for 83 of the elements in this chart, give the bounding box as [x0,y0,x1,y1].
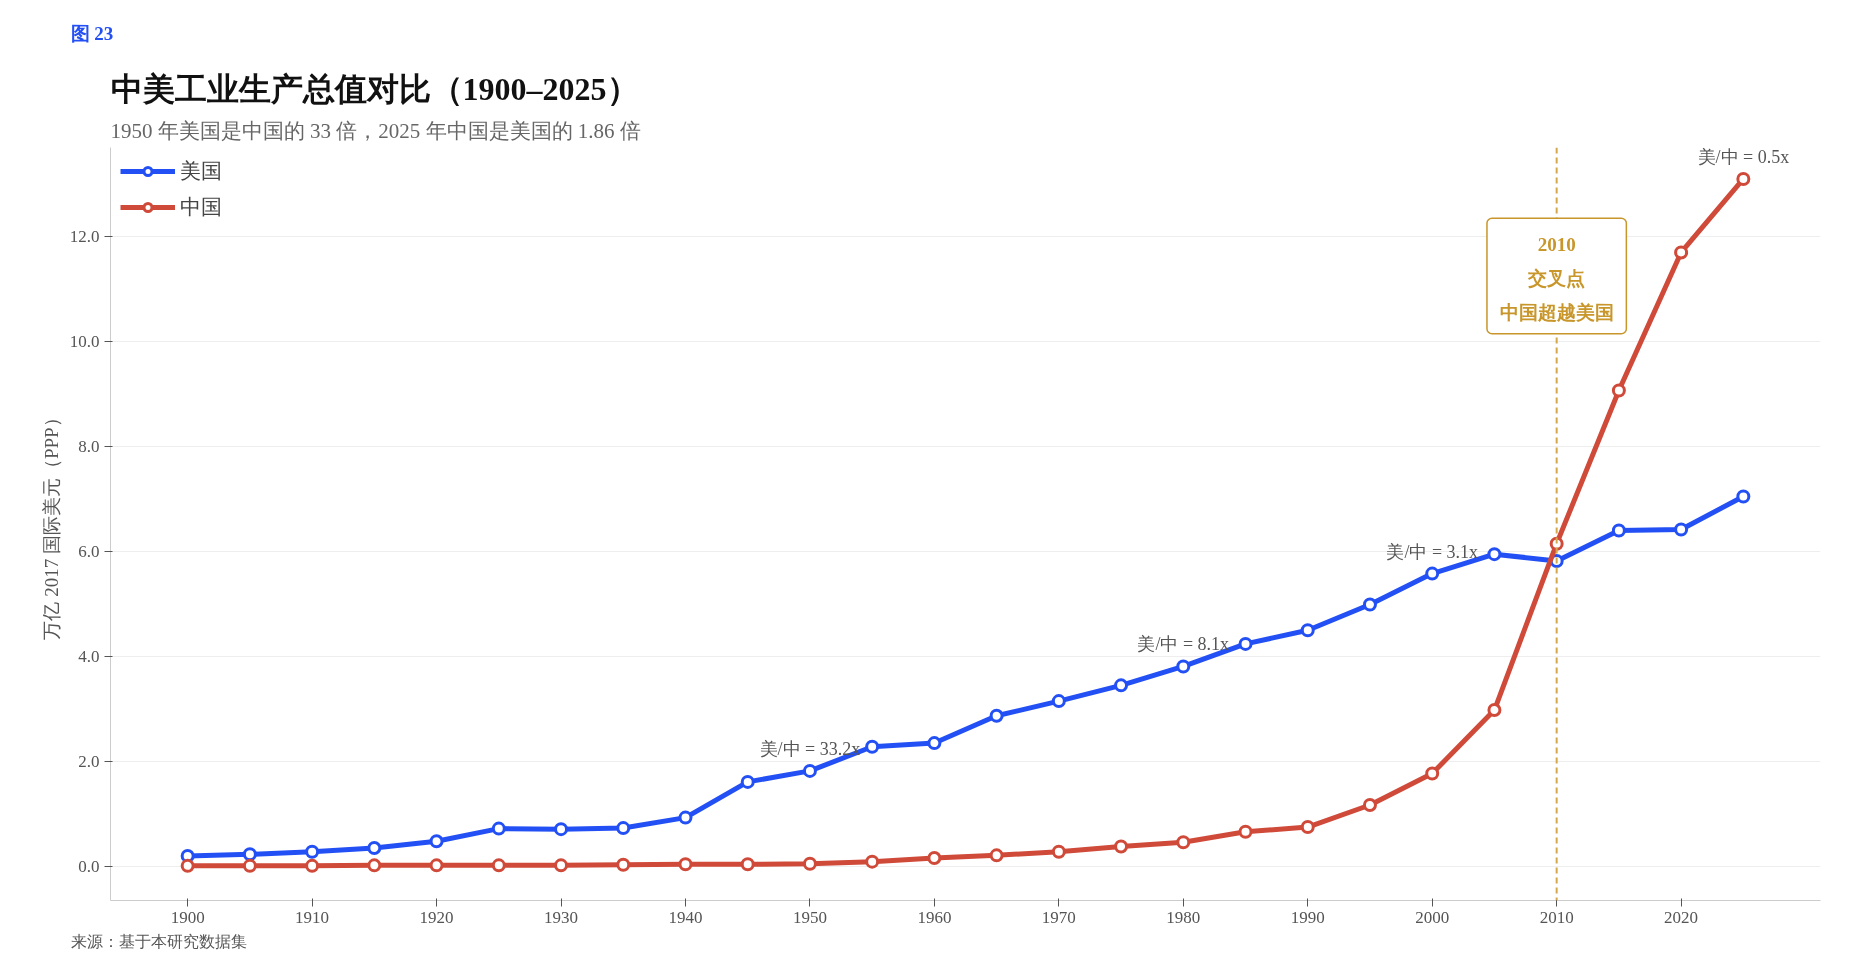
point [678,857,693,872]
legend-label: 中国 [180,194,222,221]
y-tick-label: 2.0 [78,751,100,771]
y-axis-title: 万亿 2017 国际美元（PPP） [40,408,62,640]
point [1238,636,1253,651]
x-tick-label: 1920 [419,907,454,927]
point [1736,489,1751,504]
chart-subtitle: 1950 年美国是中国的 33 倍，2025 年中国是美国的 1.86 倍 [110,118,641,143]
point [1051,844,1066,859]
point [242,858,257,873]
point [989,848,1004,863]
point [802,856,817,871]
source-note: 来源：基于本研究数据集 [70,932,247,950]
point [927,851,942,865]
x-tick-label: 1900 [170,907,205,927]
annotation: 美/中 = 33.2x [759,738,861,759]
point [1114,839,1129,854]
point [305,844,320,859]
point [1487,703,1502,718]
legend-label: 美国 [180,158,222,185]
point [1425,766,1440,781]
point [678,810,693,825]
annotation: 美/中 = 8.1x [1137,634,1230,655]
point [740,774,755,789]
point [1176,835,1191,850]
x-tick-label: 1950 [792,907,827,927]
point [1611,523,1626,538]
y-tick-label: 12.0 [69,227,100,247]
chart-title: 中美工业生产总值对比（1900–2025） [110,70,639,107]
point [367,841,382,856]
point [989,708,1004,723]
ref-line-label: 2010 [1537,234,1576,256]
annotation: 中国超越美国 [1499,302,1614,324]
point [554,858,569,873]
point [1238,824,1253,839]
annotation: 交叉点 [1527,268,1586,290]
point [1425,566,1440,581]
point [1674,245,1689,260]
point [305,858,320,873]
point [1051,694,1066,709]
point [429,834,444,849]
y-tick-label: 4.0 [78,647,100,666]
point [865,854,880,869]
point [1674,522,1689,537]
x-tick-label: 1990 [1290,907,1325,927]
point [616,821,631,836]
annotation: 美/中 = 0.5x [1697,146,1790,167]
point [927,736,942,751]
x-tick-label: 1940 [668,907,703,927]
point [1736,172,1751,186]
point [429,858,444,873]
x-tick-label: 1910 [295,907,330,927]
point [1611,383,1626,398]
point [491,858,506,873]
point [1114,678,1129,693]
annotation: 美/中 = 3.1x [1386,541,1479,562]
y-tick-label: 8.0 [78,437,100,457]
point [1362,597,1377,612]
point [616,857,631,872]
x-tick-label: 1930 [544,907,579,927]
x-tick-label: 1960 [917,907,952,927]
y-tick-label: 6.0 [78,542,100,562]
x-tick-label: 2010 [1539,907,1574,927]
point [865,739,880,754]
point [367,858,382,873]
x-tick-label: 2000 [1415,907,1450,927]
point [802,763,817,778]
point [242,847,257,862]
point [1300,820,1315,835]
x-tick-label: 1980 [1166,907,1201,927]
point [1300,623,1315,638]
caption: 图 23 [70,22,114,44]
point [1487,547,1502,562]
point [491,821,506,836]
point [180,858,195,873]
x-tick-label: 1970 [1041,907,1076,927]
y-tick-label: 0.0 [78,856,100,876]
point [1362,798,1377,812]
point [740,857,755,872]
x-tick-label: 2020 [1664,907,1699,927]
y-tick-label: 10.0 [69,332,100,352]
point [1176,659,1191,674]
point [554,822,569,837]
